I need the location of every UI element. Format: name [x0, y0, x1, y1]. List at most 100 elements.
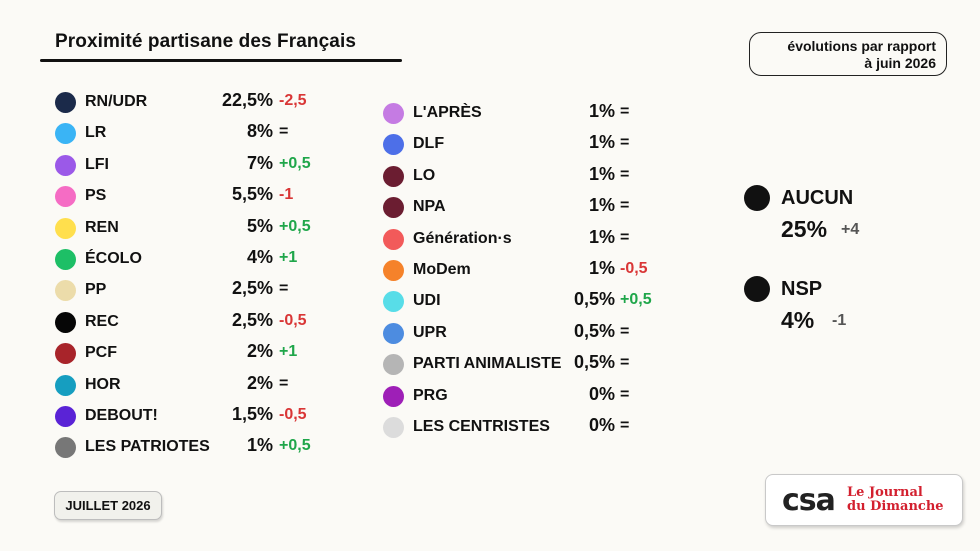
party-name: LR — [85, 124, 107, 142]
party-row: DEBOUT! 1,5% -0,5 — [55, 403, 335, 431]
party-change: -1 — [279, 186, 294, 204]
party-name: PP — [85, 281, 107, 299]
party-value: 1% — [588, 195, 615, 216]
party-row: PS 5,5% -1 — [55, 183, 335, 211]
party-color-dot — [55, 217, 76, 239]
party-row: L'APRÈS 1% = — [383, 100, 663, 128]
party-value: 1,5% — [231, 404, 273, 424]
party-change: +0,5 — [279, 217, 311, 235]
party-change: = — [620, 322, 630, 340]
party-change: -0,5 — [620, 260, 648, 277]
party-row: REN 5% +0,5 — [55, 215, 335, 243]
party-name: PRG — [413, 386, 448, 404]
party-change: = — [279, 374, 289, 392]
party-color-dot — [55, 406, 76, 427]
party-color-dot — [55, 92, 76, 113]
party-color-dot — [383, 354, 404, 376]
party-change: +0,5 — [620, 291, 652, 309]
party-name: LES CENTRISTES — [413, 418, 550, 435]
party-name: Génération·s — [413, 229, 512, 247]
party-row: HOR 2% = — [55, 372, 335, 400]
party-change: = — [620, 385, 630, 403]
party-value: 1% — [588, 226, 615, 247]
other-answer-change: +4 — [841, 221, 860, 238]
party-color-dot — [383, 322, 404, 344]
party-change: -2,5 — [279, 92, 307, 109]
party-change: +1 — [279, 343, 298, 361]
party-value: 0,5% — [573, 320, 615, 341]
party-value: 0,5% — [573, 352, 615, 373]
party-name: PARTI ANIMALISTE — [413, 355, 562, 373]
party-color-dot — [55, 154, 76, 176]
party-value: 5,5% — [231, 184, 273, 205]
party-change: +0,5 — [279, 154, 311, 172]
party-name: PCF — [85, 344, 117, 362]
comparison-note: évolutions par rapport à juin 2026 — [749, 32, 947, 76]
other-answer-dot — [744, 185, 770, 211]
party-value: 0% — [588, 383, 615, 404]
party-color-dot — [383, 197, 404, 219]
date-badge: JUILLET 2026 — [54, 491, 162, 520]
party-row: ÉCOLO 4% +1 — [55, 246, 335, 274]
party-row: PARTI ANIMALISTE 0,5% = — [383, 351, 663, 379]
party-row: LFI 7% +0,5 — [55, 152, 335, 180]
party-value: 0% — [588, 415, 615, 435]
party-change: +1 — [279, 249, 298, 266]
party-value: 5% — [246, 215, 273, 236]
party-row: UPR 0,5% = — [383, 320, 663, 348]
comparison-note-line-2: à juin 2026 — [864, 55, 936, 71]
party-color-dot — [55, 280, 76, 302]
party-change: = — [279, 280, 289, 298]
party-change: = — [620, 354, 630, 372]
party-row: MoDem 1% -0,5 — [383, 257, 663, 285]
other-answer-value: 25% — [781, 216, 828, 242]
party-color-dot — [383, 103, 404, 124]
party-value: 22,5% — [221, 90, 273, 110]
party-change: = — [620, 228, 630, 246]
jdd-logo: Le Journal du Dimanche — [847, 486, 944, 514]
party-color-dot — [55, 186, 76, 208]
party-color-dot — [383, 134, 404, 156]
party-value: 2% — [246, 341, 273, 362]
party-name: HOR — [85, 375, 121, 393]
party-value: 0,5% — [573, 289, 615, 310]
party-value: 2% — [246, 372, 273, 393]
party-color-dot — [383, 417, 404, 438]
party-color-dot — [383, 228, 404, 250]
party-value: 1% — [588, 101, 615, 121]
comparison-note-line-1: évolutions par rapport — [787, 38, 936, 54]
party-row: UDI 0,5% +0,5 — [383, 288, 663, 316]
other-answer-change: -1 — [832, 312, 847, 329]
party-color-dot — [55, 437, 76, 459]
party-change: -0,5 — [279, 406, 307, 423]
party-name: LO — [413, 166, 436, 184]
party-color-dot — [55, 249, 76, 270]
party-name: RN/UDR — [85, 93, 148, 110]
party-color-dot — [55, 311, 76, 333]
party-color-dot — [55, 123, 76, 145]
party-row: RN/UDR 22,5% -2,5 — [55, 89, 335, 117]
party-change: = — [620, 103, 630, 120]
party-row: DLF 1% = — [383, 131, 663, 159]
party-change: = — [620, 134, 630, 152]
party-color-dot — [383, 291, 404, 313]
party-row: NPA 1% = — [383, 194, 663, 222]
party-row: LES PATRIOTES 1% +0,5 — [55, 434, 335, 462]
party-name: PS — [85, 187, 107, 205]
party-name: DLF — [413, 135, 445, 153]
other-answer-dot — [744, 276, 770, 302]
party-name: UPR — [413, 323, 447, 341]
party-name: UDI — [413, 292, 441, 310]
party-color-dot — [55, 374, 76, 396]
party-change: = — [620, 165, 630, 183]
party-row: LR 8% = — [55, 120, 335, 148]
other-answer-value: 4% — [781, 307, 815, 333]
party-name: LES PATRIOTES — [85, 438, 210, 456]
party-value: 2,5% — [231, 309, 273, 330]
other-answer-name: AUCUN — [781, 187, 854, 209]
party-value: 2,5% — [231, 278, 273, 299]
party-row: LO 1% = — [383, 163, 663, 191]
party-name: L'APRÈS — [413, 104, 482, 121]
party-change: -0,5 — [279, 311, 307, 329]
party-name: REN — [85, 218, 119, 236]
